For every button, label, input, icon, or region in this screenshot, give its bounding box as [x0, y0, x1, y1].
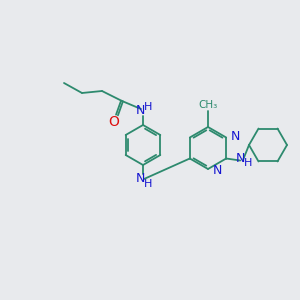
- Text: N: N: [213, 164, 222, 176]
- Text: H: H: [244, 158, 252, 169]
- Text: O: O: [109, 115, 119, 129]
- Text: H: H: [144, 179, 152, 189]
- Text: N: N: [231, 130, 241, 143]
- Text: N: N: [135, 172, 145, 185]
- Text: N: N: [135, 104, 145, 118]
- Text: CH₃: CH₃: [198, 100, 218, 110]
- Text: H: H: [144, 102, 152, 112]
- Text: N: N: [236, 152, 245, 165]
